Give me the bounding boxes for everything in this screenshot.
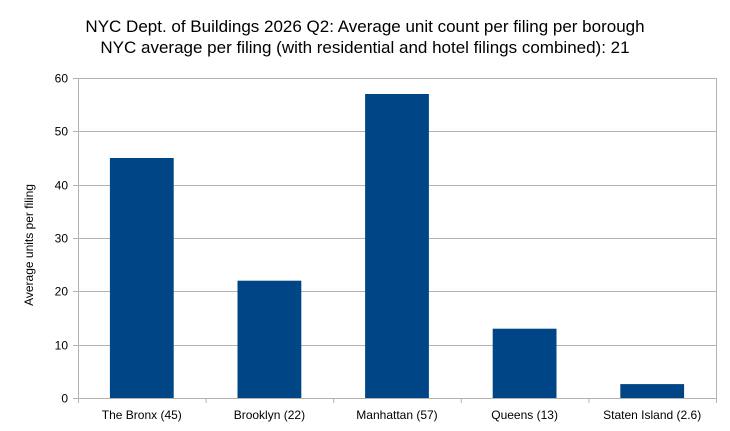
bar: [237, 280, 302, 398]
x-tick-label: Manhattan (57): [356, 408, 437, 422]
x-tick-label: The Bronx (45): [102, 408, 182, 422]
y-tick-label: 0: [61, 392, 68, 406]
bars: [109, 94, 685, 398]
y-tick-label: 50: [55, 125, 69, 139]
x-tick-labels: The Bronx (45) Brooklyn (22) Manhattan (57…: [102, 408, 701, 422]
y-tick-label: 60: [55, 72, 69, 86]
x-tick-label: Queens (13): [491, 408, 558, 422]
bar: [492, 328, 557, 398]
x-tick-label: Staten Island (2.6): [603, 408, 701, 422]
bar: [365, 94, 429, 398]
y-tick-label: 10: [55, 339, 69, 353]
y-tick-label: 30: [55, 232, 69, 246]
chart-subtitle: NYC average per filing (with residential…: [100, 38, 629, 57]
chart-title: NYC Dept. of Buildings 2026 Q2: Average …: [85, 17, 644, 36]
y-tick-labels: 0 10 20 30 40 50 60: [55, 72, 69, 406]
x-tick-label: Brooklyn (22): [234, 408, 305, 422]
y-tick-label: 20: [55, 285, 69, 299]
bar: [620, 384, 685, 398]
y-axis-label: Average units per filing: [22, 184, 36, 306]
bar: [109, 158, 174, 398]
y-tick-label: 40: [55, 179, 69, 193]
